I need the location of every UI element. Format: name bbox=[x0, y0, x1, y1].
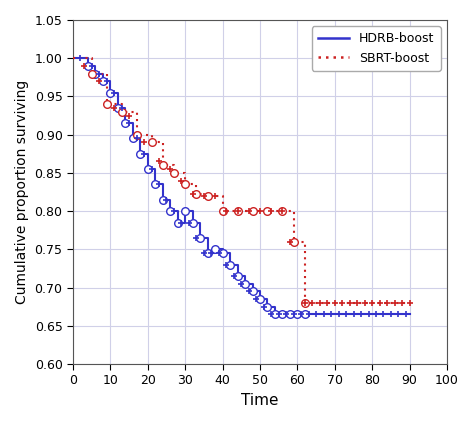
Legend: HDRB-boost, SBRT-boost: HDRB-boost, SBRT-boost bbox=[312, 26, 441, 71]
X-axis label: Time: Time bbox=[241, 393, 279, 408]
Y-axis label: Cumulative proportion surviving: Cumulative proportion surviving bbox=[15, 80, 29, 304]
